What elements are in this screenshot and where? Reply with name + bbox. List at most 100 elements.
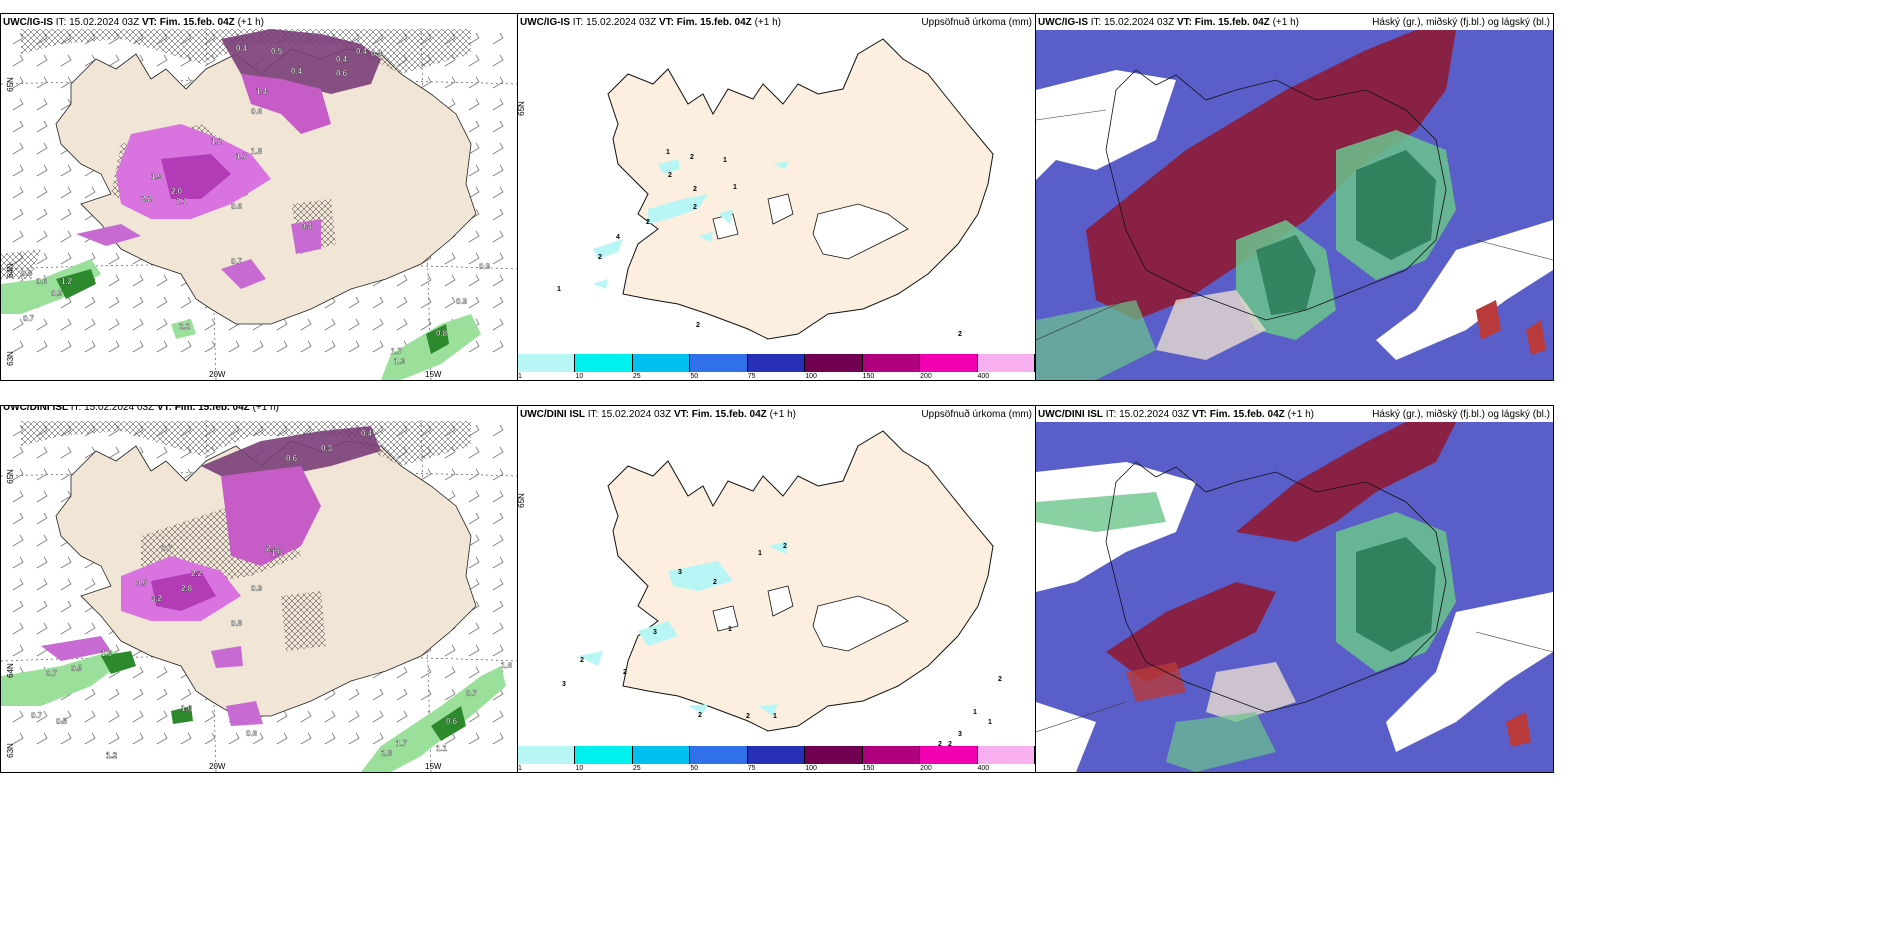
colorbar-swatch [747, 354, 806, 372]
panel-header: UWC/IG-IS IT: 15.02.2024 03Z VT: Fim. 15… [3, 17, 264, 28]
wind-barb [492, 490, 504, 503]
iceland-landmass [607, 38, 994, 340]
colorbar-tick: 25 [632, 765, 641, 772]
value-label: 0.7 [46, 669, 58, 678]
map-canvas [1036, 422, 1553, 772]
value-label: 0.6 [251, 107, 263, 116]
wind-barb [36, 600, 48, 613]
wind-barb [492, 688, 504, 701]
wind-barb [492, 644, 504, 657]
wind-barb [60, 578, 72, 591]
colorbar-swatch [632, 354, 691, 372]
map-canvas [1036, 30, 1553, 380]
wind-barb [36, 230, 48, 243]
value-label: 0.8 [21, 269, 33, 278]
wind-barb [36, 468, 48, 481]
wind-barb [132, 318, 144, 331]
wind-barb [492, 274, 504, 287]
wind-barb [60, 186, 72, 199]
wind-barb [396, 666, 408, 679]
value-label: 0.3 [321, 444, 333, 453]
wind-barb [156, 732, 168, 745]
wind-barb [492, 578, 504, 591]
wind-barb [84, 578, 96, 591]
value-label: 2 [623, 669, 627, 676]
panel-bot-mid-accum-precip: UWC/DINI ISL IT: 15.02.2024 03Z VT: Fim.… [517, 405, 1036, 773]
wind-barb [228, 732, 240, 745]
wind-barb [372, 318, 384, 331]
value-label: 2 [690, 154, 694, 161]
colorbar-tick: 150 [862, 765, 875, 772]
wind-barb [108, 688, 120, 701]
wind-barb [60, 622, 72, 635]
wind-barb [468, 512, 480, 525]
wind-barb [180, 340, 192, 353]
wind-barb [468, 556, 480, 569]
wind-barb [468, 274, 480, 287]
wind-barb [12, 54, 24, 67]
wind-barb [36, 54, 48, 67]
wind-barb [60, 54, 72, 67]
wind-barb [348, 710, 360, 723]
value-label: 0.9 [456, 297, 468, 306]
panel-title: Uppsöfnuð úrkoma (mm) [921, 17, 1032, 28]
value-label: 1.6 [501, 661, 513, 670]
value-label: 0.7 [161, 544, 173, 553]
wind-barb [156, 710, 168, 723]
wind-barb [276, 710, 288, 723]
wind-barb [492, 556, 504, 569]
wind-barb [108, 318, 120, 331]
wind-barb [60, 296, 72, 309]
wind-barb [492, 98, 504, 111]
wind-barb [468, 666, 480, 679]
wind-barb [492, 54, 504, 67]
wind-barb [36, 622, 48, 635]
wind-barb [492, 600, 504, 613]
wind-barb [348, 340, 360, 353]
wind-barb [60, 468, 72, 481]
value-label: 1.2 [106, 751, 118, 760]
wind-barb [420, 468, 432, 481]
wind-barb [492, 732, 504, 745]
value-label: 4 [616, 234, 620, 241]
wind-barb [156, 54, 168, 67]
colorbar-swatch [805, 354, 863, 372]
value-label: 0.4 [371, 49, 383, 58]
value-label: 1 [557, 286, 561, 293]
value-label: 2.2 [141, 194, 153, 203]
wind-barb [324, 732, 336, 745]
panel-header: UWC/IG-IS IT: 15.02.2024 03Z VT: Fim. 15… [520, 17, 781, 28]
lon-label-15w: 15W [425, 370, 442, 379]
wind-barb [84, 622, 96, 635]
lat-label-65n: 65N [5, 469, 15, 484]
wind-barb [468, 120, 480, 133]
panel-bot-right-cloud-cover: UWC/DINI ISL IT: 15.02.2024 03Z VT: Fim.… [1035, 405, 1554, 773]
wind-barb [444, 468, 456, 481]
wind-barb [276, 318, 288, 331]
value-label: 1 [973, 709, 977, 716]
wind-barb [492, 186, 504, 199]
wind-barb [108, 296, 120, 309]
wind-barb [156, 666, 168, 679]
wind-barb [492, 446, 504, 459]
wind-barb [84, 688, 96, 701]
wind-barb [324, 710, 336, 723]
wind-barb [468, 468, 480, 481]
value-label: 1.3 [394, 357, 406, 366]
colorbar-tick: 200 [920, 765, 932, 772]
value-label: 1.2 [211, 137, 223, 146]
value-label: 1.3 [101, 649, 113, 658]
value-label: 3 [958, 731, 962, 738]
wind-barb [36, 512, 48, 525]
precip-field [76, 29, 381, 289]
wind-barb [276, 732, 288, 745]
wind-barb [300, 340, 312, 353]
wind-barb [12, 622, 24, 635]
colorbar-tick: 400 [977, 765, 990, 772]
wind-barb [492, 622, 504, 635]
value-label: 0.4 [361, 429, 373, 438]
wind-barb [132, 274, 144, 287]
wind-barb [348, 732, 360, 745]
value-label: 1.4 [256, 87, 268, 96]
value-label: 1.1 [436, 744, 448, 753]
